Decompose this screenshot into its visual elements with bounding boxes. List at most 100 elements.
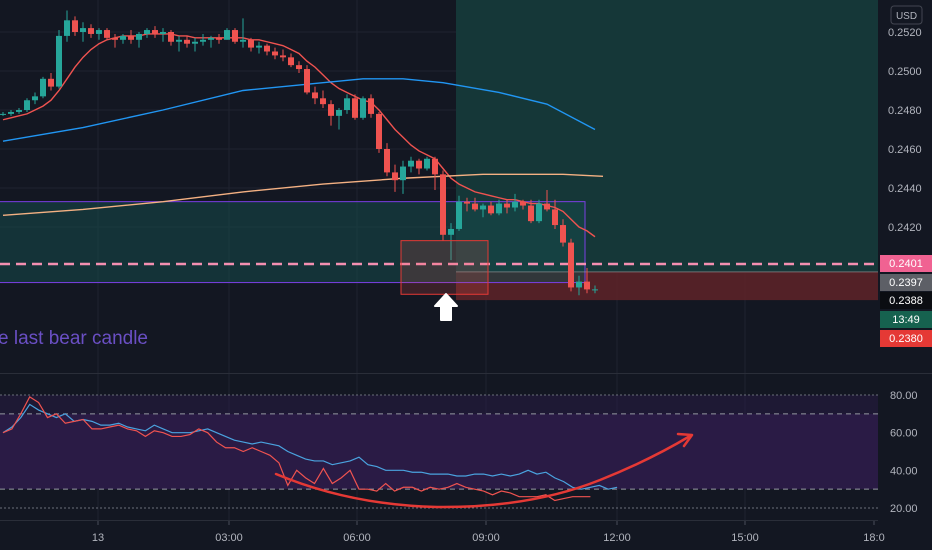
candle-body[interactable] <box>504 203 510 208</box>
candle-body[interactable] <box>216 37 222 40</box>
price-tag <box>880 311 932 328</box>
candle-body[interactable] <box>72 20 78 32</box>
time-axis-bg <box>0 521 932 550</box>
candle-body[interactable] <box>368 98 374 114</box>
candle-body[interactable] <box>64 20 70 36</box>
candle-body[interactable] <box>80 28 86 32</box>
candle-body[interactable] <box>0 113 6 115</box>
moving-averages <box>2 33 604 238</box>
rsi-axis[interactable]: 80.00 60.00 40.00 20.00 <box>878 375 932 520</box>
candle-body[interactable] <box>408 160 414 167</box>
time-tick-label: 03:00 <box>215 532 243 544</box>
candle-body[interactable] <box>296 65 302 70</box>
candle-body[interactable] <box>144 30 150 34</box>
candle-body[interactable] <box>544 203 550 210</box>
candle-body[interactable] <box>56 35 62 87</box>
candle-body[interactable] <box>16 110 22 112</box>
rsi-tick-label: 80.00 <box>890 390 918 402</box>
candle-body[interactable] <box>424 158 430 169</box>
candle-body[interactable] <box>472 203 478 210</box>
candle-body[interactable] <box>152 30 158 34</box>
candle-body[interactable] <box>288 57 294 66</box>
candle-body[interactable] <box>200 39 206 42</box>
candle-body[interactable] <box>384 149 390 173</box>
candle-body[interactable] <box>280 55 286 58</box>
candle-body[interactable] <box>464 201 470 204</box>
rsi-signal-line <box>2 396 591 502</box>
candle-body[interactable] <box>24 100 30 110</box>
candle-body[interactable] <box>432 158 438 175</box>
currency-label[interactable]: USD <box>896 11 917 22</box>
candle-body[interactable] <box>272 51 278 56</box>
candle-body[interactable] <box>392 172 398 181</box>
candle-body[interactable] <box>360 98 366 118</box>
candle-body[interactable] <box>592 289 598 291</box>
candle-body[interactable] <box>40 78 46 97</box>
candle-body[interactable] <box>552 209 558 226</box>
candle-body[interactable] <box>480 205 486 210</box>
candle-body[interactable] <box>336 110 342 116</box>
candle-body[interactable] <box>32 96 38 101</box>
candle-body[interactable] <box>128 35 134 40</box>
candle-body[interactable] <box>320 98 326 105</box>
candle-body[interactable] <box>488 205 494 214</box>
candle-body[interactable] <box>352 98 358 118</box>
time-axis[interactable]: 13 03:00 06:00 09:00 12:00 15:00 18:0 <box>0 520 932 550</box>
candle-body[interactable] <box>256 45 262 48</box>
candle-body[interactable] <box>104 30 110 38</box>
candle-body[interactable] <box>448 228 454 235</box>
candle-body[interactable] <box>88 28 94 34</box>
candle-body[interactable] <box>176 39 182 42</box>
candle-body[interactable] <box>344 98 350 110</box>
candle-body[interactable] <box>568 242 574 288</box>
candle-body[interactable] <box>184 39 190 44</box>
candles-layer[interactable] <box>0 10 598 296</box>
candle-body[interactable] <box>512 201 518 208</box>
candle-body[interactable] <box>576 281 582 288</box>
time-tick-label: 13 <box>92 532 104 544</box>
price-axis[interactable]: USD 0.2520 0.2500 0.2480 0.2460 0.2440 0.2420 <box>878 0 932 372</box>
candle-body[interactable] <box>440 174 446 235</box>
price-tag <box>880 292 932 309</box>
price-tick-label: 0.2520 <box>888 27 922 39</box>
rsi-band-fill <box>0 413 878 490</box>
candle-body[interactable] <box>120 35 126 40</box>
price-tick-label: 0.2440 <box>888 183 922 195</box>
price-tag-label: 0.2388 <box>889 295 923 307</box>
candle-body[interactable] <box>456 201 462 229</box>
candle-body[interactable] <box>48 78 54 87</box>
candle-body[interactable] <box>96 30 102 34</box>
candle-body[interactable] <box>328 104 334 116</box>
candle-body[interactable] <box>536 203 542 222</box>
time-tick-label: 06:00 <box>343 532 371 544</box>
candle-body[interactable] <box>224 30 230 40</box>
candle-body[interactable] <box>136 33 142 40</box>
candle-body[interactable] <box>584 281 590 290</box>
candle-body[interactable] <box>528 205 534 222</box>
candle-body[interactable] <box>264 45 270 52</box>
ma-mid-line <box>2 78 596 142</box>
candle-body[interactable] <box>8 111 14 114</box>
currency-badge[interactable] <box>890 5 923 25</box>
candle-body[interactable] <box>208 37 214 40</box>
candle-body[interactable] <box>112 37 118 40</box>
candle-body[interactable] <box>560 225 566 243</box>
candle-body[interactable] <box>496 203 502 214</box>
candle-body[interactable] <box>376 113 382 149</box>
candle-body[interactable] <box>400 166 406 181</box>
candle-body[interactable] <box>192 41 198 44</box>
rsi-pane[interactable] <box>0 394 878 509</box>
candle-body[interactable] <box>304 69 310 93</box>
candle-body[interactable] <box>160 32 166 34</box>
candle-body[interactable] <box>312 92 318 99</box>
candle-body[interactable] <box>520 201 526 206</box>
drawn-curve <box>274 434 692 509</box>
candle-body[interactable] <box>416 160 422 169</box>
level-lines <box>0 262 878 273</box>
price-tag-label: 0.2397 <box>889 277 923 289</box>
candle-body[interactable] <box>168 32 174 42</box>
candle-body[interactable] <box>240 39 246 42</box>
candle-body[interactable] <box>232 30 238 42</box>
candle-body[interactable] <box>248 39 254 48</box>
